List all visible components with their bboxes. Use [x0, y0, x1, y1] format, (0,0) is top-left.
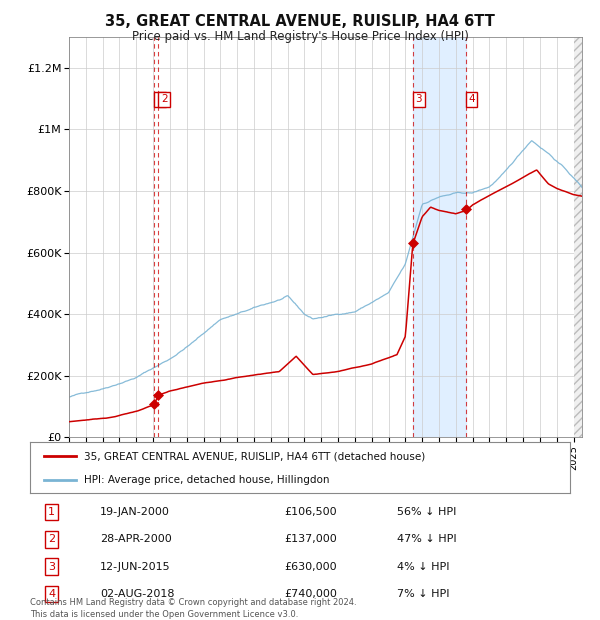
- Text: Contains HM Land Registry data © Crown copyright and database right 2024.
This d: Contains HM Land Registry data © Crown c…: [30, 598, 356, 619]
- Text: 56% ↓ HPI: 56% ↓ HPI: [397, 507, 457, 517]
- Text: 19-JAN-2000: 19-JAN-2000: [100, 507, 170, 517]
- Text: 47% ↓ HPI: 47% ↓ HPI: [397, 534, 457, 544]
- Text: 1: 1: [157, 94, 163, 104]
- Text: 4: 4: [48, 588, 55, 599]
- Text: Price paid vs. HM Land Registry's House Price Index (HPI): Price paid vs. HM Land Registry's House …: [131, 30, 469, 43]
- Text: 12-JUN-2015: 12-JUN-2015: [100, 562, 171, 572]
- Text: 4: 4: [468, 94, 475, 104]
- Text: 4% ↓ HPI: 4% ↓ HPI: [397, 562, 450, 572]
- Text: 2: 2: [161, 94, 167, 104]
- Text: 35, GREAT CENTRAL AVENUE, RUISLIP, HA4 6TT (detached house): 35, GREAT CENTRAL AVENUE, RUISLIP, HA4 6…: [84, 451, 425, 461]
- Text: 2: 2: [48, 534, 55, 544]
- Text: £740,000: £740,000: [284, 588, 337, 599]
- Text: 02-AUG-2018: 02-AUG-2018: [100, 588, 175, 599]
- Text: £106,500: £106,500: [284, 507, 337, 517]
- Text: £630,000: £630,000: [284, 562, 337, 572]
- Text: 3: 3: [48, 562, 55, 572]
- Text: 28-APR-2000: 28-APR-2000: [100, 534, 172, 544]
- Text: £137,000: £137,000: [284, 534, 337, 544]
- Text: 35, GREAT CENTRAL AVENUE, RUISLIP, HA4 6TT: 35, GREAT CENTRAL AVENUE, RUISLIP, HA4 6…: [105, 14, 495, 29]
- Text: 3: 3: [415, 94, 422, 104]
- Text: HPI: Average price, detached house, Hillingdon: HPI: Average price, detached house, Hill…: [84, 475, 329, 485]
- Text: 1: 1: [48, 507, 55, 517]
- Text: 7% ↓ HPI: 7% ↓ HPI: [397, 588, 450, 599]
- Bar: [574, 37, 582, 437]
- Bar: [413, 37, 466, 437]
